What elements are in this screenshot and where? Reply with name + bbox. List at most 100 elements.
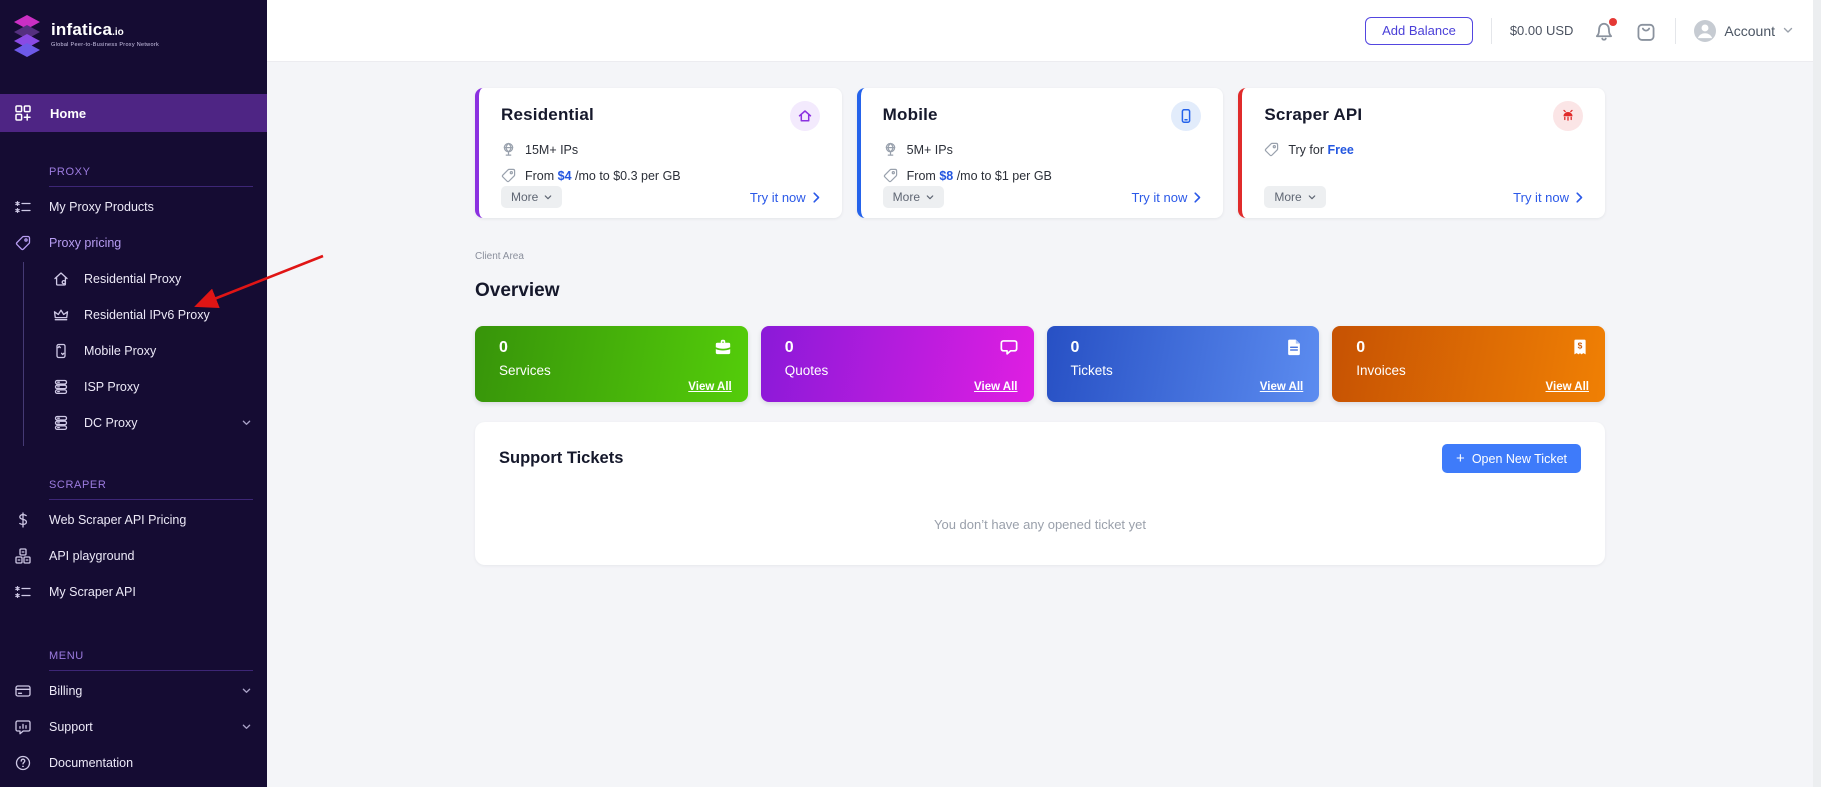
section-label-menu: MENU — [49, 650, 84, 662]
product-ips-row: 15M+ IPs — [501, 142, 820, 157]
stat-count: 0 — [1070, 339, 1080, 356]
more-dropdown[interactable]: More — [1264, 186, 1326, 208]
chevron-down-icon — [242, 688, 251, 693]
avatar — [1694, 19, 1717, 42]
logo[interactable]: infatica.io Global Peer-to-Business Prox… — [0, 0, 267, 57]
chat-icon — [15, 720, 31, 735]
server-stack-icon — [54, 415, 68, 431]
product-ips-row: 5M+ IPs — [883, 142, 1202, 157]
credit-card-icon — [15, 685, 31, 697]
stat-count: 0 — [1356, 339, 1366, 356]
sidebar-item-label: Billing — [49, 684, 83, 698]
brand-tld: .io — [112, 27, 124, 38]
product-card-residential: Residential 15M+ IPs From $4 /mo to $0.3… — [475, 88, 842, 218]
invoice-icon: $ — [1574, 339, 1586, 355]
sidebar-item-billing[interactable]: Billing — [0, 673, 267, 709]
notification-badge — [1609, 17, 1618, 26]
stat-label: Quotes — [784, 363, 829, 378]
cart-button[interactable] — [1635, 20, 1657, 42]
divider — [49, 499, 253, 500]
sidebar-item-isp-proxy[interactable]: ISP Proxy — [0, 369, 267, 405]
sidebar-item-proxy-pricing[interactable]: Proxy pricing — [0, 225, 267, 261]
smartphone-icon — [1171, 101, 1202, 131]
try-it-now-link[interactable]: Try it now — [1131, 190, 1201, 205]
person-icon — [1698, 24, 1713, 38]
sidebar-item-residential-proxy[interactable]: Residential Proxy — [0, 261, 267, 297]
product-ips: 15M+ IPs — [525, 142, 579, 157]
sidebar-item-residential-ipv6-proxy[interactable]: Residential IPv6 Proxy — [0, 297, 267, 333]
stat-card-quotes: 0 Quotes View All — [760, 326, 1034, 402]
stat-label: Tickets — [1070, 363, 1113, 378]
add-balance-button[interactable]: Add Balance — [1365, 16, 1473, 45]
stats-row: 0 Services View All 0 Quotes View All 0 … — [475, 326, 1605, 402]
sidebar-item-mobile-proxy[interactable]: Mobile Proxy — [0, 333, 267, 369]
stat-count: 0 — [499, 339, 508, 356]
brand-name: infatica — [51, 20, 113, 39]
more-dropdown[interactable]: More — [882, 186, 945, 208]
open-new-ticket-button[interactable]: + Open New Ticket — [1442, 444, 1581, 473]
sidebar-item-my-proxy-products[interactable]: My Proxy Products — [0, 189, 267, 225]
view-all-link[interactable]: View All — [1545, 381, 1589, 393]
product-title: Scraper API — [1264, 105, 1363, 124]
sidebar-item-api-playground[interactable]: API playground — [0, 538, 267, 574]
sidebar-item-web-scraper-api-pricing[interactable]: Web Scraper API Pricing — [0, 502, 267, 538]
price-tag-icon — [1265, 142, 1279, 157]
notifications-button[interactable] — [1593, 17, 1618, 42]
infatica-logo-icon — [14, 15, 40, 57]
briefcase-icon — [715, 339, 730, 355]
spider-icon — [1553, 101, 1584, 131]
product-price: From $4 /mo to $0.3 per GB — [525, 168, 681, 183]
stat-count: 0 — [784, 339, 794, 356]
account-menu[interactable]: Account — [1694, 19, 1793, 42]
section-label-scraper: SCRAPER — [49, 479, 107, 491]
top-header: Add Balance $0.00 USD Account — [267, 0, 1813, 62]
blocks-icon — [15, 548, 31, 564]
sidebar-item-label: Residential Proxy — [84, 272, 182, 286]
brand-tagline: Global Peer-to-Business Proxy Network — [51, 42, 159, 48]
dashboard-icon — [15, 105, 31, 121]
product-price-row: From $8 /mo to $1 per GB — [883, 168, 1202, 183]
account-label: Account — [1724, 22, 1775, 39]
sidebar-item-label: ISP Proxy — [84, 380, 140, 394]
product-card-scraper-api: Scraper API Try for Free More Try it n — [1238, 88, 1606, 218]
try-it-now-link[interactable]: Try it now — [750, 190, 820, 205]
sidebar-item-label: API playground — [49, 549, 135, 563]
product-price: From $8 /mo to $1 per GB — [906, 168, 1052, 183]
product-title: Residential — [501, 105, 594, 124]
chevron-down-icon — [1308, 194, 1315, 199]
sidebar-item-label: Documentation — [49, 756, 134, 770]
sidebar-item-home[interactable]: Home — [0, 94, 267, 132]
product-card-mobile: Mobile 5M+ IPs From $8 /mo to $1 per GB … — [856, 88, 1224, 218]
balance-amount: $0.00 USD — [1509, 23, 1574, 38]
page-title: Overview — [475, 280, 560, 301]
chevron-down-icon — [926, 194, 934, 199]
more-dropdown[interactable]: More — [501, 186, 563, 208]
sidebar-item-label: DC Proxy — [84, 416, 138, 430]
checklist-icon — [15, 585, 31, 599]
stat-label: Invoices — [1356, 363, 1406, 378]
section-label-proxy: PROXY — [49, 166, 91, 178]
sidebar-item-label: My Proxy Products — [49, 200, 154, 214]
product-ips: 5M+ IPs — [906, 142, 953, 157]
sidebar-item-dc-proxy[interactable]: DC Proxy — [0, 405, 267, 441]
sidebar-item-label: Mobile Proxy — [84, 344, 157, 358]
sidebar-item-documentation[interactable]: Documentation — [0, 745, 267, 781]
product-price-row: From $4 /mo to $0.3 per GB — [501, 168, 820, 183]
view-all-link[interactable]: View All — [974, 381, 1018, 393]
view-all-link[interactable]: View All — [1259, 381, 1304, 393]
view-all-link[interactable]: View All — [688, 381, 732, 393]
dollar-icon — [19, 512, 28, 528]
sidebar-item-support[interactable]: Support — [0, 709, 267, 745]
empty-tickets-message: You don’t have any opened ticket yet — [933, 517, 1146, 532]
scrollbar[interactable] — [1813, 0, 1821, 787]
price-tag-icon — [501, 168, 516, 183]
bell-icon — [1596, 22, 1613, 41]
sidebar-item-label: Support — [49, 720, 93, 734]
globe-icon — [885, 142, 895, 156]
chevron-down-icon — [1783, 27, 1793, 33]
try-it-now-link[interactable]: Try it now — [1513, 190, 1583, 205]
subnav-connector-line — [23, 262, 24, 446]
sidebar-item-label: Residential IPv6 Proxy — [84, 308, 210, 322]
sidebar-item-my-scraper-api[interactable]: My Scraper API — [0, 574, 267, 610]
main-content: Residential 15M+ IPs From $4 /mo to $0.3… — [267, 62, 1813, 787]
